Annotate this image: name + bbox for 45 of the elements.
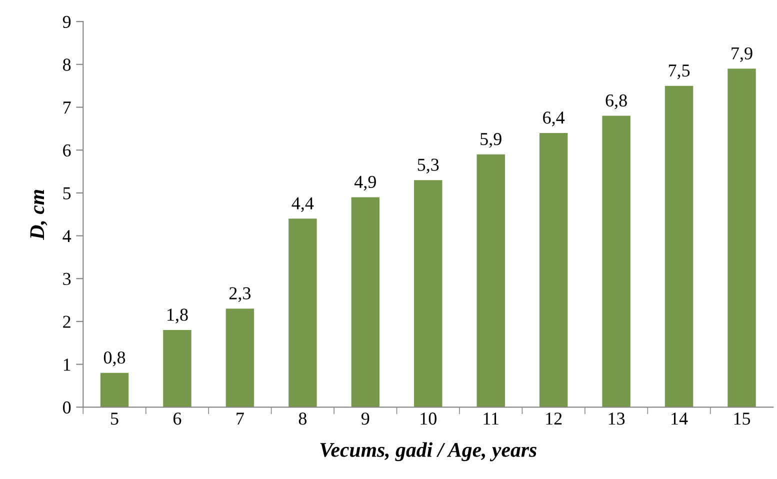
x-tick-label: 10 <box>420 412 436 425</box>
data-label: 5,3 <box>418 158 439 174</box>
data-label: 0,8 <box>104 351 126 366</box>
bar <box>728 68 756 408</box>
x-tick-label: 7 <box>236 412 244 425</box>
x-tick-label: 13 <box>608 412 625 425</box>
data-label: 7,9 <box>732 47 752 62</box>
x-tick-label: 12 <box>546 412 562 425</box>
bar <box>100 372 129 408</box>
x-tick-label: 9 <box>361 412 370 425</box>
y-tick-label: 0 <box>62 401 71 414</box>
data-label: 4,9 <box>354 176 376 191</box>
y-tick-label: 4 <box>62 230 72 242</box>
y-tick-label: 9 <box>62 16 71 28</box>
x-tick-label: 8 <box>298 412 306 425</box>
data-label: 1,8 <box>168 308 188 324</box>
data-label: 7,5 <box>668 64 690 80</box>
bar <box>351 197 380 408</box>
x-tick-label: 14 <box>672 412 688 425</box>
x-tick-label: 11 <box>484 412 498 425</box>
y-axis-title: D, cm <box>30 190 48 240</box>
data-label: 5,9 <box>480 133 502 148</box>
data-label: 6,4 <box>543 112 565 126</box>
bar <box>414 180 442 408</box>
y-tick-label: 8 <box>62 58 71 71</box>
y-tick-label: 5 <box>63 187 71 200</box>
y-tick-label: 6 <box>63 144 71 157</box>
x-axis-title: Vecums, gadi / Age, years <box>320 442 536 462</box>
data-label: 6,8 <box>606 94 627 110</box>
y-tick-label: 1 <box>64 358 70 371</box>
x-tick-label: 15 <box>734 412 750 425</box>
y-tick-label: 7 <box>63 102 71 114</box>
data-label: 2,3 <box>229 287 251 302</box>
x-tick-label: 6 <box>173 412 182 425</box>
bar <box>602 116 630 408</box>
bar <box>664 86 694 408</box>
y-tick-label: 3 <box>63 272 71 286</box>
bar <box>539 132 568 408</box>
bar <box>163 330 192 408</box>
y-tick-label: 2 <box>63 316 70 328</box>
bar <box>288 218 317 408</box>
x-tick-label: 5 <box>111 412 118 425</box>
data-label: 4,4 <box>292 197 314 212</box>
bar <box>476 154 505 408</box>
bar <box>226 308 254 408</box>
